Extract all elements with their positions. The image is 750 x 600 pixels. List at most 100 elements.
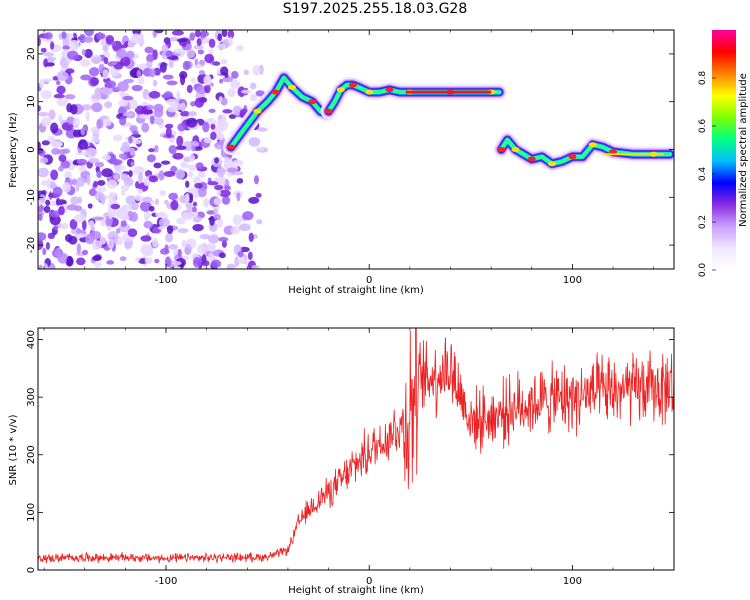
noise-blob xyxy=(62,45,71,51)
spectrogram-noise xyxy=(38,30,269,269)
noise-blob xyxy=(119,116,127,126)
noise-blob xyxy=(173,48,185,54)
noise-blob xyxy=(186,84,193,94)
noise-blob xyxy=(235,45,244,52)
noise-blob xyxy=(236,178,244,184)
noise-blob xyxy=(213,213,221,221)
noise-blob xyxy=(208,38,216,48)
noise-blob xyxy=(58,165,64,172)
noise-blob xyxy=(84,48,93,59)
ridge-hotspot xyxy=(511,147,520,152)
noise-blob xyxy=(209,215,215,226)
noise-blob xyxy=(130,33,142,44)
noise-blob xyxy=(122,204,133,211)
noise-blob xyxy=(219,175,226,187)
noise-blob xyxy=(40,89,52,100)
snr-ytick-label: 200 xyxy=(26,445,37,464)
noise-blob xyxy=(113,174,120,180)
noise-blob xyxy=(83,36,94,43)
noise-blob xyxy=(115,228,121,234)
noise-blob xyxy=(82,104,92,111)
noise-blob xyxy=(191,144,196,152)
noise-blob xyxy=(189,32,196,41)
noise-blob xyxy=(65,68,75,74)
noise-blob xyxy=(61,148,71,154)
noise-blob xyxy=(143,220,153,229)
ridge-hotspot xyxy=(271,89,280,95)
noise-blob xyxy=(49,180,56,190)
noise-blob xyxy=(48,109,56,120)
noise-blob xyxy=(94,161,105,168)
noise-blob xyxy=(228,36,234,47)
noise-blob xyxy=(98,63,105,74)
noise-blob xyxy=(163,199,169,205)
noise-blob xyxy=(129,147,136,156)
noise-blob xyxy=(49,214,61,226)
snr-panel: -100 0 100 0 100 200 300 400 Height of straight… xyxy=(8,327,675,596)
noise-blob xyxy=(227,88,236,98)
noise-blob xyxy=(76,158,88,166)
noise-blob xyxy=(176,217,186,225)
noise-blob xyxy=(168,145,177,155)
noise-blob xyxy=(209,82,214,87)
colorbar-tick-label: 0.4 xyxy=(698,167,708,182)
ridge-hotspot xyxy=(348,82,357,88)
noise-blob xyxy=(76,176,85,188)
noise-blob xyxy=(164,256,172,267)
ridge-hotspot xyxy=(568,154,577,160)
snr-xtick-label: -100 xyxy=(155,576,178,587)
ridge-hotspot xyxy=(253,108,262,114)
noise-blob xyxy=(153,162,162,169)
noise-blob xyxy=(66,255,73,266)
noise-blob xyxy=(216,43,226,50)
noise-blob xyxy=(192,223,204,232)
noise-blob xyxy=(134,105,146,115)
noise-blob xyxy=(121,141,130,151)
noise-blob xyxy=(194,97,204,108)
noise-blob xyxy=(103,57,109,65)
noise-blob xyxy=(237,257,247,265)
noise-blob xyxy=(230,225,241,235)
noise-blob xyxy=(188,171,194,178)
noise-blob xyxy=(172,261,182,266)
noise-blob xyxy=(110,158,123,166)
noise-blob xyxy=(204,53,215,64)
spectrogram-xtick-label: -100 xyxy=(155,275,178,286)
noise-blob xyxy=(45,241,50,250)
noise-blob xyxy=(149,68,156,78)
noise-blob xyxy=(174,168,186,180)
ridge-hotspot xyxy=(497,147,506,152)
noise-blob xyxy=(43,32,53,40)
noise-blob xyxy=(248,232,254,243)
noise-blob xyxy=(130,139,142,145)
noise-blob xyxy=(41,140,50,146)
noise-blob xyxy=(50,169,59,181)
noise-blob xyxy=(53,225,59,231)
noise-blob xyxy=(175,145,187,151)
noise-blob xyxy=(247,251,253,261)
noise-blob xyxy=(159,189,166,197)
snr-ytick-label: 100 xyxy=(26,503,37,522)
noise-blob xyxy=(97,180,106,186)
noise-blob xyxy=(256,219,263,225)
colorbar-tick-label: 0.2 xyxy=(698,215,708,229)
noise-blob xyxy=(226,263,236,269)
noise-blob xyxy=(203,265,210,269)
noise-blob xyxy=(243,69,249,76)
noise-blob xyxy=(216,118,225,128)
noise-blob xyxy=(54,248,62,257)
noise-blob xyxy=(210,259,222,268)
noise-blob xyxy=(140,235,152,242)
noise-blob xyxy=(154,258,160,264)
noise-blob xyxy=(202,121,210,133)
noise-blob xyxy=(154,30,164,34)
noise-blob xyxy=(102,118,112,127)
noise-blob xyxy=(108,193,116,205)
noise-blob xyxy=(136,69,142,78)
noise-blob xyxy=(102,69,109,80)
noise-blob xyxy=(110,41,117,47)
noise-blob xyxy=(146,54,155,63)
noise-blob xyxy=(213,197,222,206)
noise-blob xyxy=(157,225,165,230)
noise-blob xyxy=(91,240,103,251)
